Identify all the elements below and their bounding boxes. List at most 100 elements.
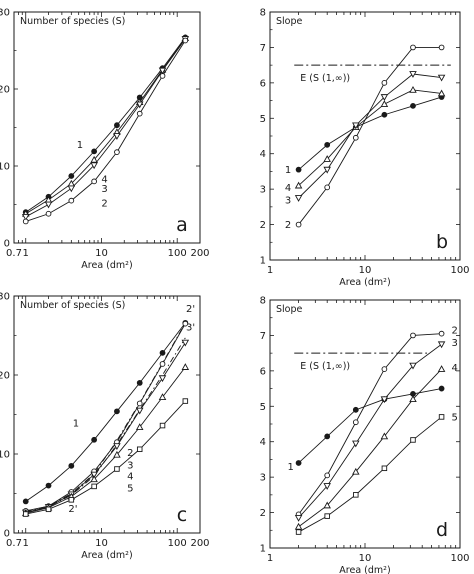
data-point: [437, 365, 446, 372]
data-point: [410, 44, 416, 51]
data-point: [352, 440, 360, 448]
series-line-2: [25, 323, 186, 512]
data-point: [113, 450, 121, 458]
x-tick-label: 10: [359, 553, 372, 564]
data-point: [45, 210, 52, 217]
series-label: 3: [127, 461, 133, 472]
series-line-3: [25, 38, 186, 218]
data-point: [114, 466, 120, 472]
y-tick-label: 0: [4, 239, 10, 250]
y-tick-label: 30: [0, 292, 10, 303]
data-point: [410, 102, 416, 109]
data-point: [181, 363, 190, 370]
series-label: 4: [452, 363, 458, 374]
data-point: [352, 467, 360, 475]
data-point: [21, 213, 30, 221]
data-point: [159, 73, 166, 79]
data-point: [294, 195, 303, 202]
x-tick-label: 1: [23, 248, 29, 259]
data-point: [181, 339, 190, 347]
data-point: [410, 437, 416, 443]
panel-letter: c: [177, 504, 187, 526]
data-point: [67, 185, 76, 193]
data-point: [324, 513, 330, 519]
series-label: 2: [127, 448, 133, 459]
x-tick-label: 100: [450, 265, 469, 276]
x-tick-label: 1: [23, 538, 29, 549]
data-point: [159, 422, 166, 429]
data-point: [437, 74, 446, 82]
series-label: 1: [287, 462, 293, 473]
data-point: [158, 67, 167, 75]
data-point: [68, 497, 75, 503]
x-tick-label: 100: [168, 538, 187, 549]
series-line-3: [25, 342, 186, 513]
y-tick-label: 8: [260, 8, 266, 19]
data-point: [437, 89, 446, 97]
y-tick-label: 20: [0, 371, 10, 382]
data-point: [323, 166, 331, 174]
series-label: 1: [73, 419, 79, 430]
data-point: [437, 341, 446, 349]
data-point: [438, 330, 445, 337]
y-tick-label: 20: [0, 85, 10, 96]
y-axis-label: Number of species (S): [20, 300, 125, 311]
y-tick-label: 6: [260, 366, 266, 377]
data-point: [353, 492, 359, 498]
data-point: [409, 362, 417, 370]
series-label: 3: [285, 195, 291, 206]
data-point: [323, 501, 331, 509]
data-point: [352, 419, 359, 426]
data-point: [295, 221, 302, 228]
x-axis-label: Area (dm²): [81, 550, 132, 561]
data-point: [323, 155, 331, 162]
data-point: [91, 148, 98, 155]
y-tick-label: 6: [260, 78, 266, 89]
y-tick-label: 4: [260, 149, 266, 160]
data-point: [381, 80, 388, 86]
y-tick-label: 7: [260, 331, 266, 342]
x-tick-label: 10: [95, 248, 108, 259]
data-point: [324, 184, 331, 191]
x-tick-label: 1: [267, 553, 273, 564]
x-tick-label: 100: [168, 248, 187, 259]
series-label: 2: [452, 326, 458, 337]
series-line-5: [298, 416, 442, 533]
data-point: [22, 498, 29, 505]
x-axis-label: Area (dm²): [339, 277, 390, 288]
data-point: [114, 408, 120, 415]
series-line-4: [298, 89, 442, 186]
data-point: [352, 122, 360, 130]
data-point: [409, 86, 417, 93]
data-point: [113, 443, 121, 451]
x-axis-label: Area (dm²): [339, 565, 390, 574]
y-tick-label: 8: [260, 296, 266, 307]
y-tick-label: 10: [0, 162, 10, 173]
data-point: [135, 407, 144, 415]
series-label: 1: [77, 140, 83, 151]
data-point: [352, 406, 359, 413]
panel-letter: a: [176, 214, 188, 236]
data-point: [135, 101, 144, 109]
data-point: [44, 201, 53, 209]
series-line-4: [298, 368, 442, 528]
x-tick-label: 1: [267, 265, 273, 276]
data-point: [323, 483, 331, 490]
data-point: [135, 423, 144, 430]
data-point: [22, 511, 29, 517]
y-axis-label: Slope: [276, 304, 303, 315]
data-point: [182, 37, 189, 44]
data-point: [136, 110, 143, 117]
data-point: [90, 155, 98, 163]
x-tick-label: 10: [95, 538, 108, 549]
x-tick-label: 0.7: [6, 248, 22, 259]
data-point: [324, 472, 331, 479]
data-point: [295, 460, 302, 466]
y-tick-label: 1: [260, 256, 266, 267]
data-point: [381, 111, 388, 118]
series-line-1: [25, 322, 186, 502]
data-point: [90, 162, 98, 170]
